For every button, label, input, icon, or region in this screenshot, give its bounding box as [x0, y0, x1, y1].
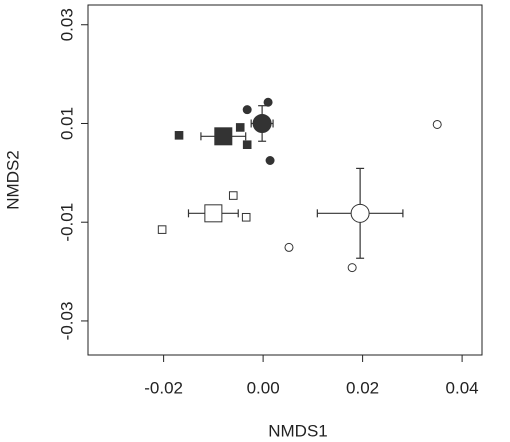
y-axis-label: NMDS2: [3, 150, 22, 210]
point: [214, 127, 233, 146]
y-tick-label: 0.03: [57, 8, 76, 41]
point: [350, 203, 370, 223]
y-tick-label: 0.01: [57, 107, 76, 140]
point: [252, 113, 272, 133]
y-tick-label: -0.01: [57, 203, 76, 242]
point: [242, 140, 252, 150]
x-axis-label: NMDS1: [268, 421, 328, 440]
point: [228, 191, 238, 200]
point: [284, 242, 294, 252]
point: [235, 123, 245, 132]
point: [242, 105, 252, 115]
x-tick-label: -0.02: [144, 378, 183, 397]
point: [241, 212, 251, 222]
point: [347, 263, 357, 273]
point: [263, 97, 273, 107]
plot-frame: [87, 4, 483, 356]
point: [174, 131, 184, 140]
point: [157, 225, 167, 234]
x-tick-label: 0.04: [446, 378, 479, 397]
y-tick-label: -0.03: [57, 302, 76, 341]
point: [204, 204, 223, 223]
point: [265, 156, 275, 166]
point: [432, 119, 442, 129]
x-tick-label: 0.00: [247, 378, 280, 397]
x-tick-label: 0.02: [346, 378, 379, 397]
